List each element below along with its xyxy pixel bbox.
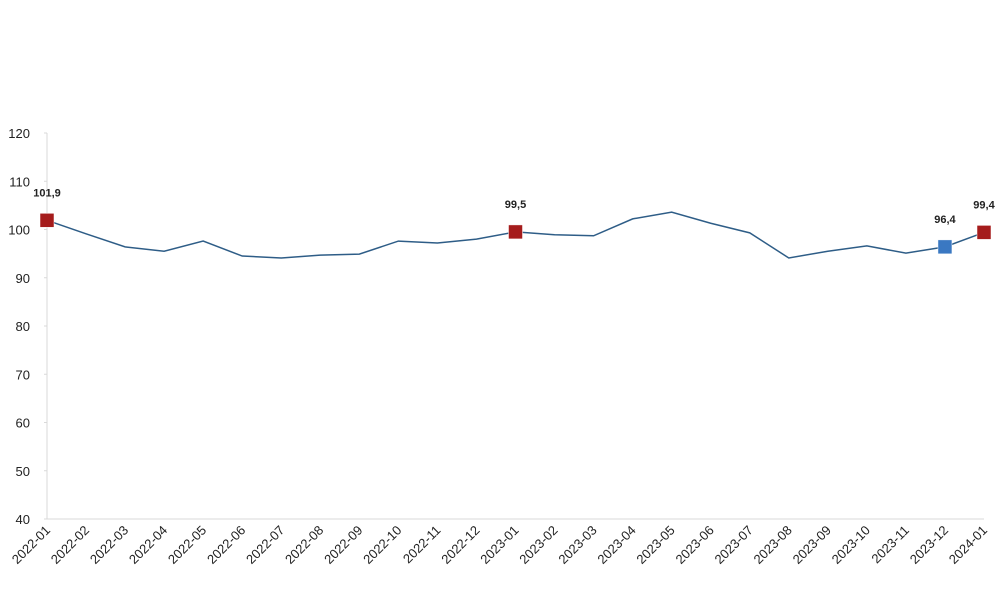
x-tick-label: 2022-07 [243, 523, 287, 567]
x-tick-label: 2023-02 [516, 523, 560, 567]
marker [39, 213, 55, 228]
data-label: 96,4 [934, 214, 956, 226]
x-tick-label: 2022-03 [87, 523, 131, 567]
x-tick-label: 2022-09 [321, 523, 365, 567]
x-tick-label: 2023-07 [712, 523, 756, 567]
marker [976, 225, 992, 240]
x-tick-label: 2023-10 [829, 523, 873, 567]
data-label: 99,4 [973, 199, 995, 211]
y-tick-label: 70 [16, 367, 30, 382]
data-label: 101,9 [33, 187, 61, 199]
x-tick-label: 2023-09 [790, 523, 834, 567]
y-tick-label: 40 [16, 512, 30, 527]
x-tick-label: 2023-03 [555, 523, 599, 567]
x-tick-label: 2022-06 [204, 523, 248, 567]
y-tick-label: 110 [9, 174, 30, 189]
x-tick-label: 2022-02 [48, 523, 92, 567]
marker [508, 224, 523, 240]
y-tick-label: 60 [16, 416, 30, 431]
x-tick-label: 2023-04 [594, 523, 638, 567]
x-tick-label: 2023-06 [672, 523, 716, 567]
x-tick-label: 2024-01 [946, 523, 990, 567]
x-tick-label: 2023-05 [633, 523, 677, 567]
x-tick-label: 2022-10 [360, 523, 404, 567]
x-tick-label: 2023-01 [477, 523, 521, 567]
y-tick-label: 80 [16, 319, 30, 334]
data-label: 99,5 [505, 199, 526, 211]
x-tick-label: 2023-12 [907, 523, 951, 567]
x-tick-label: 2022-04 [126, 523, 170, 567]
y-tick-label: 90 [16, 271, 30, 286]
y-tick-label: 100 [8, 223, 30, 238]
x-tick-label: 2022-11 [400, 523, 444, 567]
y-tick-label: 50 [16, 464, 30, 479]
x-tick-label: 2022-08 [282, 523, 326, 567]
x-tick-label: 2022-01 [9, 523, 53, 567]
x-tick-label: 2022-12 [438, 523, 482, 567]
y-tick-label: 120 [8, 126, 30, 141]
x-tick-label: 2023-11 [868, 523, 912, 567]
x-tick-label: 2022-05 [165, 523, 209, 567]
marker [937, 239, 953, 255]
x-tick-label: 2023-08 [751, 523, 795, 567]
